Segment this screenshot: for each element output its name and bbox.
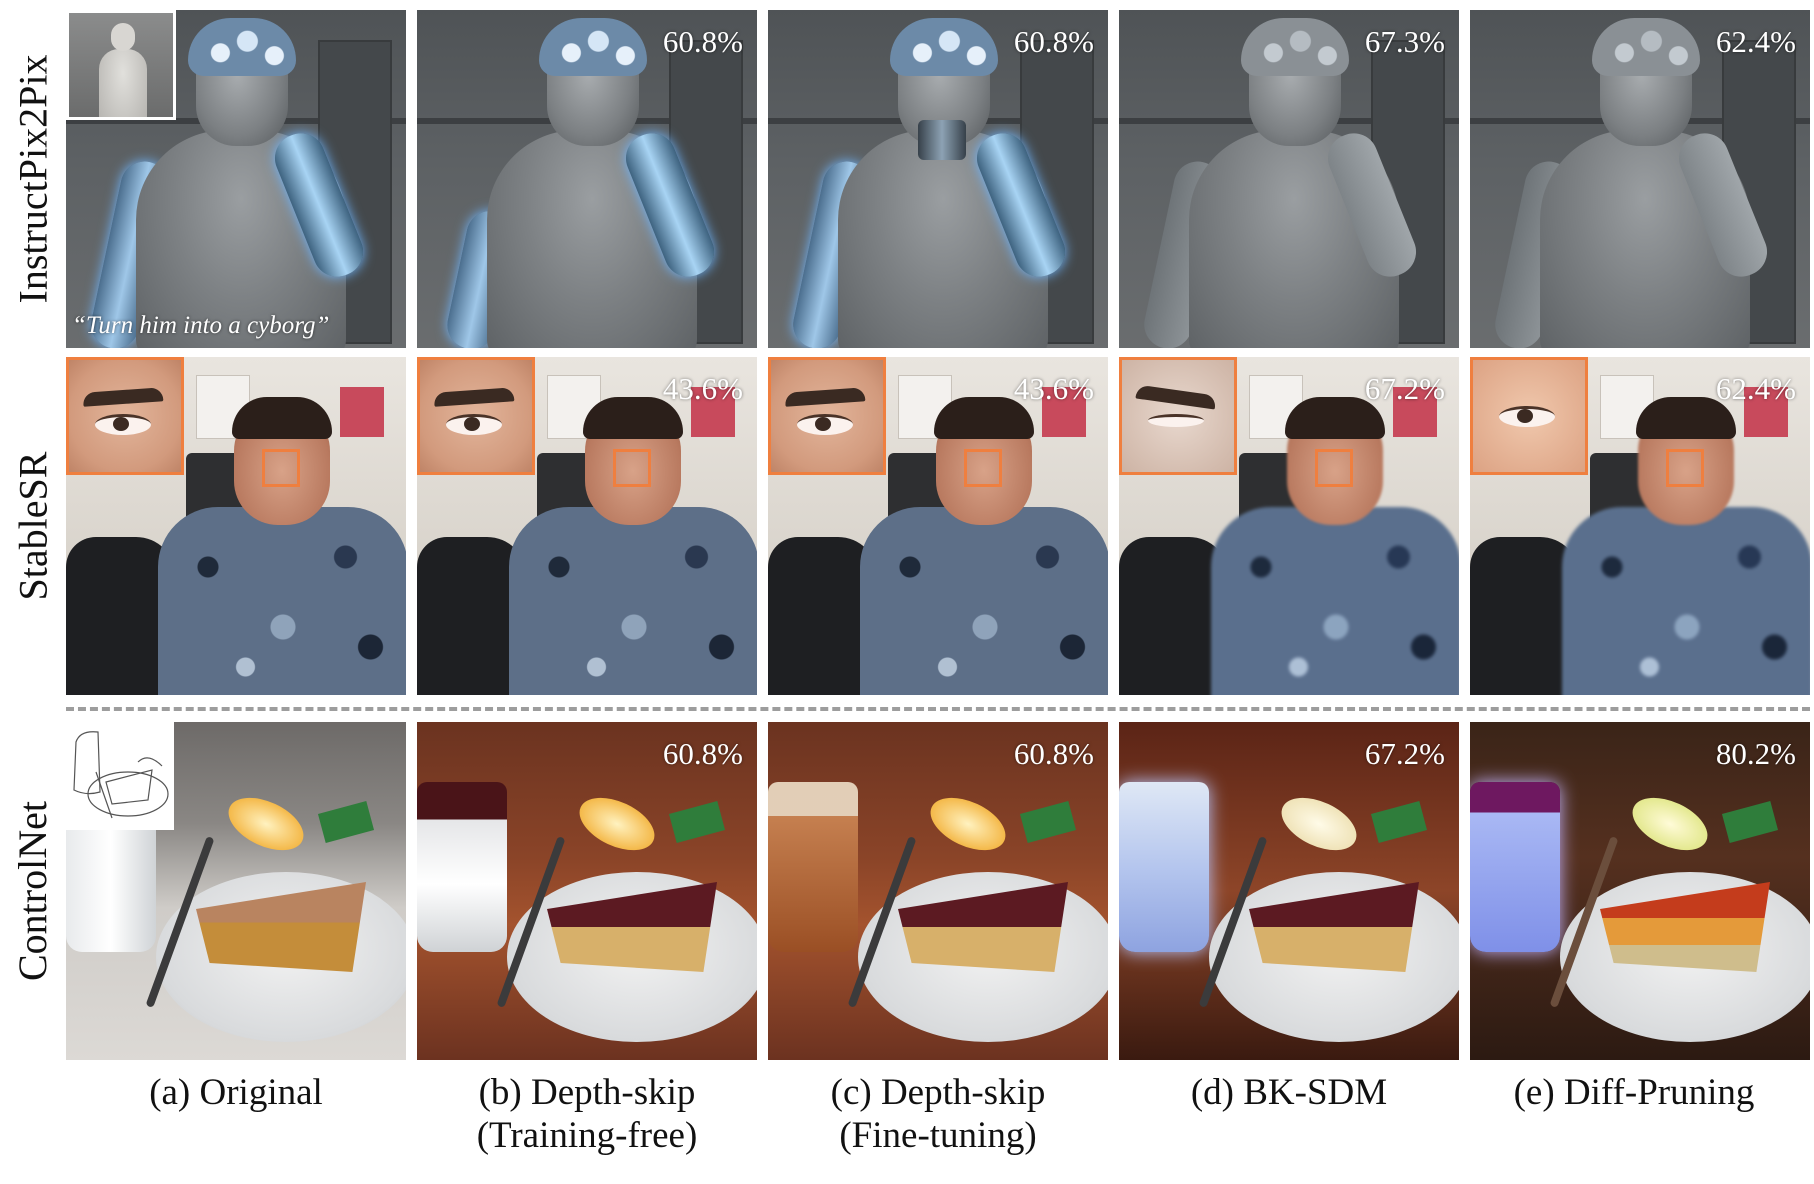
row-label-instructpix2pix: InstructPix2Pix: [10, 54, 55, 304]
controlnet-diffpruning-image: 80.2%: [1470, 722, 1810, 1060]
speedup-percent: 60.8%: [1013, 736, 1094, 771]
column-caption-depthskip-finetuning: (c) Depth-skip (Fine-tuning): [830, 1072, 1046, 1156]
edit-instruction-caption: “Turn him into a cyborg”: [72, 312, 330, 339]
speedup-percent: 67.2%: [1364, 371, 1445, 406]
eye-zoom-inset: [66, 357, 184, 475]
controlnet-original-image: [66, 722, 406, 1060]
speedup-percent: 80.2%: [1715, 736, 1796, 771]
zoom-region-box: [262, 449, 300, 487]
row-label-stablesr: StableSR: [10, 451, 55, 601]
speedup-percent: 67.3%: [1364, 24, 1445, 59]
speedup-percent: 62.4%: [1715, 371, 1796, 406]
row-label-controlnet: ControlNet: [10, 801, 56, 981]
ip2p-bksdm-image: 67.3%: [1119, 10, 1459, 348]
source-statue-inset: [66, 10, 176, 120]
controlnet-depthskip-trainingfree-image: 60.8%: [417, 722, 757, 1060]
stablesr-bksdm-image: 67.2%: [1119, 357, 1459, 695]
ip2p-diffpruning-image: 62.4%: [1470, 10, 1810, 348]
eye-zoom-inset: [417, 357, 535, 475]
ip2p-depthskip-trainingfree-image: 60.8%: [417, 10, 757, 348]
speedup-percent: 60.8%: [662, 24, 743, 59]
speedup-percent: 60.8%: [662, 736, 743, 771]
column-caption-original: (a) Original: [149, 1072, 323, 1113]
speedup-percent: 62.4%: [1715, 24, 1796, 59]
zoom-region-box: [1315, 449, 1353, 487]
zoom-region-box: [613, 449, 651, 487]
stablesr-depthskip-trainingfree-image: 43.6%: [417, 357, 757, 695]
stablesr-diffpruning-image: 62.4%: [1470, 357, 1810, 695]
column-caption-depthskip-trainingfree: (b) Depth-skip (Training-free): [476, 1072, 698, 1156]
zoom-region-box: [1666, 449, 1704, 487]
zoom-region-box: [964, 449, 1002, 487]
speedup-percent: 43.6%: [1013, 371, 1094, 406]
column-caption-diffpruning: (e) Diff-Pruning: [1513, 1072, 1755, 1113]
edge-map-inset: [66, 722, 174, 830]
section-divider: [66, 707, 1810, 711]
speedup-percent: 67.2%: [1364, 736, 1445, 771]
ip2p-depthskip-finetuning-image: 60.8%: [768, 10, 1108, 348]
controlnet-bksdm-image: 67.2%: [1119, 722, 1459, 1060]
stablesr-original-image: [66, 357, 406, 695]
speedup-percent: 43.6%: [662, 371, 743, 406]
ip2p-original-image: “Turn him into a cyborg”: [66, 10, 406, 348]
stablesr-depthskip-finetuning-image: 43.6%: [768, 357, 1108, 695]
column-caption-bksdm: (d) BK-SDM: [1190, 1072, 1388, 1113]
eye-zoom-inset: [1470, 357, 1588, 475]
eye-zoom-inset: [1119, 357, 1237, 475]
eye-zoom-inset: [768, 357, 886, 475]
speedup-percent: 60.8%: [1013, 24, 1094, 59]
controlnet-depthskip-finetuning-image: 60.8%: [768, 722, 1108, 1060]
